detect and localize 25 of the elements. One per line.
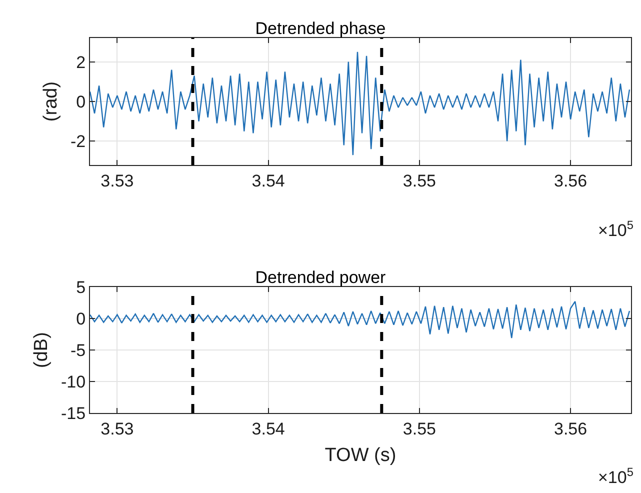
x-tick-label: 3.53: [100, 171, 134, 190]
x-tick-label: 3.53: [100, 419, 134, 438]
x-tick-label: 3.55: [402, 171, 436, 190]
x-tick-label: 3.56: [554, 419, 588, 438]
text: ×10$^{5}$: [598, 218, 634, 240]
y-tick-label: -5: [70, 340, 86, 360]
y-tick-label: 0: [76, 92, 86, 112]
text: ×10$^{5}$: [598, 465, 634, 488]
y-tick-label: 0: [76, 309, 86, 328]
y-axis-title: (dB): [30, 332, 52, 368]
x-axis-title: TOW (s): [324, 445, 396, 466]
y-tick-label: 5: [76, 278, 86, 297]
y-tick-label: -2: [70, 132, 86, 152]
x-tick-label: 3.56: [554, 171, 588, 190]
x-tick-label: 3.54: [252, 419, 285, 438]
line-series: [90, 51, 630, 156]
x-tick-label: 3.54: [252, 171, 285, 190]
y-tick-label: -10: [61, 372, 86, 392]
chart-title: Detrended power: [255, 268, 386, 287]
y-tick-label: -15: [61, 404, 86, 423]
y-axis-title: (rad): [40, 81, 62, 122]
y-tick-label: 2: [76, 52, 86, 72]
line-series: [90, 300, 630, 339]
chart-title: Detrended phase: [255, 19, 386, 38]
x-tick-label: 3.55: [402, 419, 436, 438]
